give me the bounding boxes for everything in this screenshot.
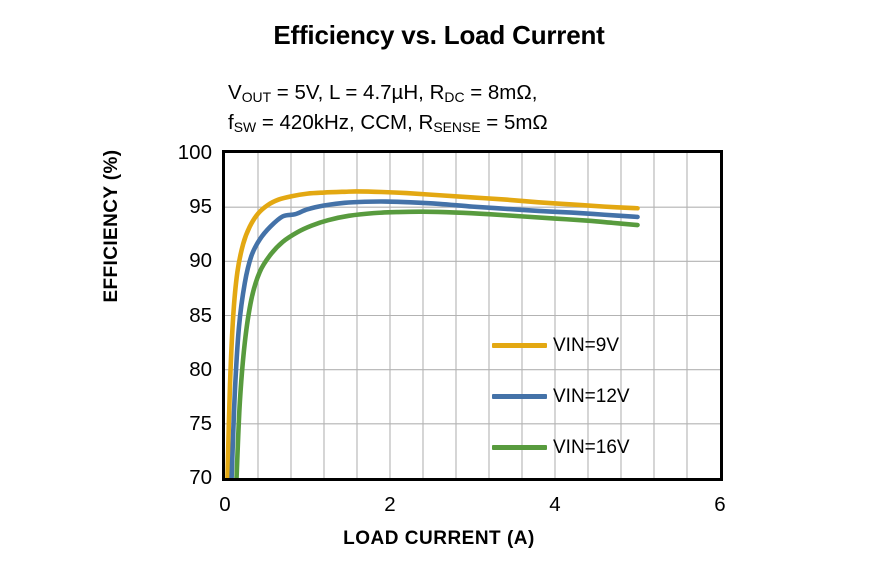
subtitle-line2-mid: = 420kHz, CCM, bbox=[256, 111, 419, 135]
chart-subtitle-line-1: VOUT = 5V, L = 4.7µH, RDC = 8mΩ, bbox=[228, 80, 658, 110]
subtitle-vout-subscript: OUT bbox=[241, 89, 272, 106]
x-tick-label: 4 bbox=[549, 493, 561, 516]
legend-item-label: VIN=9V bbox=[553, 334, 620, 356]
subtitle-rdc-symbol: R bbox=[429, 81, 445, 104]
subtitle-fsw-subscript: SW bbox=[233, 119, 257, 136]
legend-color-swatch bbox=[492, 444, 547, 450]
legend-color-swatch bbox=[492, 393, 547, 399]
x-tick-label: 6 bbox=[714, 493, 726, 516]
legend-item: VIN=12V bbox=[492, 377, 630, 415]
legend-item: VIN=9V bbox=[492, 326, 630, 364]
subtitle-rdc-subscript: DC bbox=[444, 89, 465, 106]
chart-legend: VIN=9V VIN=12V VIN=16V bbox=[492, 326, 630, 479]
y-tick-label: 100 bbox=[177, 141, 212, 164]
subtitle-rsense-symbol: R bbox=[418, 111, 434, 135]
plot-area bbox=[222, 150, 723, 481]
series-line bbox=[229, 199, 640, 478]
x-axis-title: LOAD CURRENT (A) bbox=[343, 528, 535, 549]
series-line bbox=[225, 189, 640, 478]
legend-color-swatch bbox=[492, 342, 547, 348]
subtitle-line2-end: = 5mΩ bbox=[480, 111, 548, 135]
chart-title: Efficiency vs. Load Current bbox=[273, 20, 605, 50]
legend-item: VIN=16V bbox=[492, 428, 630, 466]
x-tick-label: 0 bbox=[219, 493, 231, 516]
subtitle-rsense-subscript: SENSE bbox=[433, 119, 481, 136]
legend-item-label: VIN=12V bbox=[553, 385, 630, 407]
subtitle-line1-mid: = 5V, L = 4.7µH, bbox=[271, 81, 430, 104]
series-line bbox=[234, 209, 640, 478]
y-tick-label: 75 bbox=[189, 411, 212, 435]
subtitle-vout-symbol: V bbox=[228, 81, 242, 104]
y-tick-label: 85 bbox=[189, 303, 212, 327]
y-tick-label: 80 bbox=[189, 357, 212, 381]
x-tick-label: 2 bbox=[384, 493, 396, 516]
plot-svg bbox=[225, 153, 720, 478]
legend-item-label: VIN=16V bbox=[553, 436, 630, 458]
y-tick-label: 90 bbox=[189, 249, 212, 273]
y-axis-tick-labels: 70 75 80 85 90 95 100 bbox=[148, 0, 212, 583]
y-tick-label: 95 bbox=[189, 195, 212, 219]
chart-subtitle-line-2: fSW = 420kHz, CCM, RSENSE = 5mΩ bbox=[228, 110, 658, 140]
subtitle-fsw-symbol: f bbox=[228, 111, 234, 135]
subtitle-line1-end: = 8mΩ, bbox=[464, 81, 538, 104]
y-tick-label: 70 bbox=[189, 466, 212, 489]
chart-subtitle: VOUT = 5V, L = 4.7µH, RDC = 8mΩ, fSW = 4… bbox=[228, 80, 658, 140]
